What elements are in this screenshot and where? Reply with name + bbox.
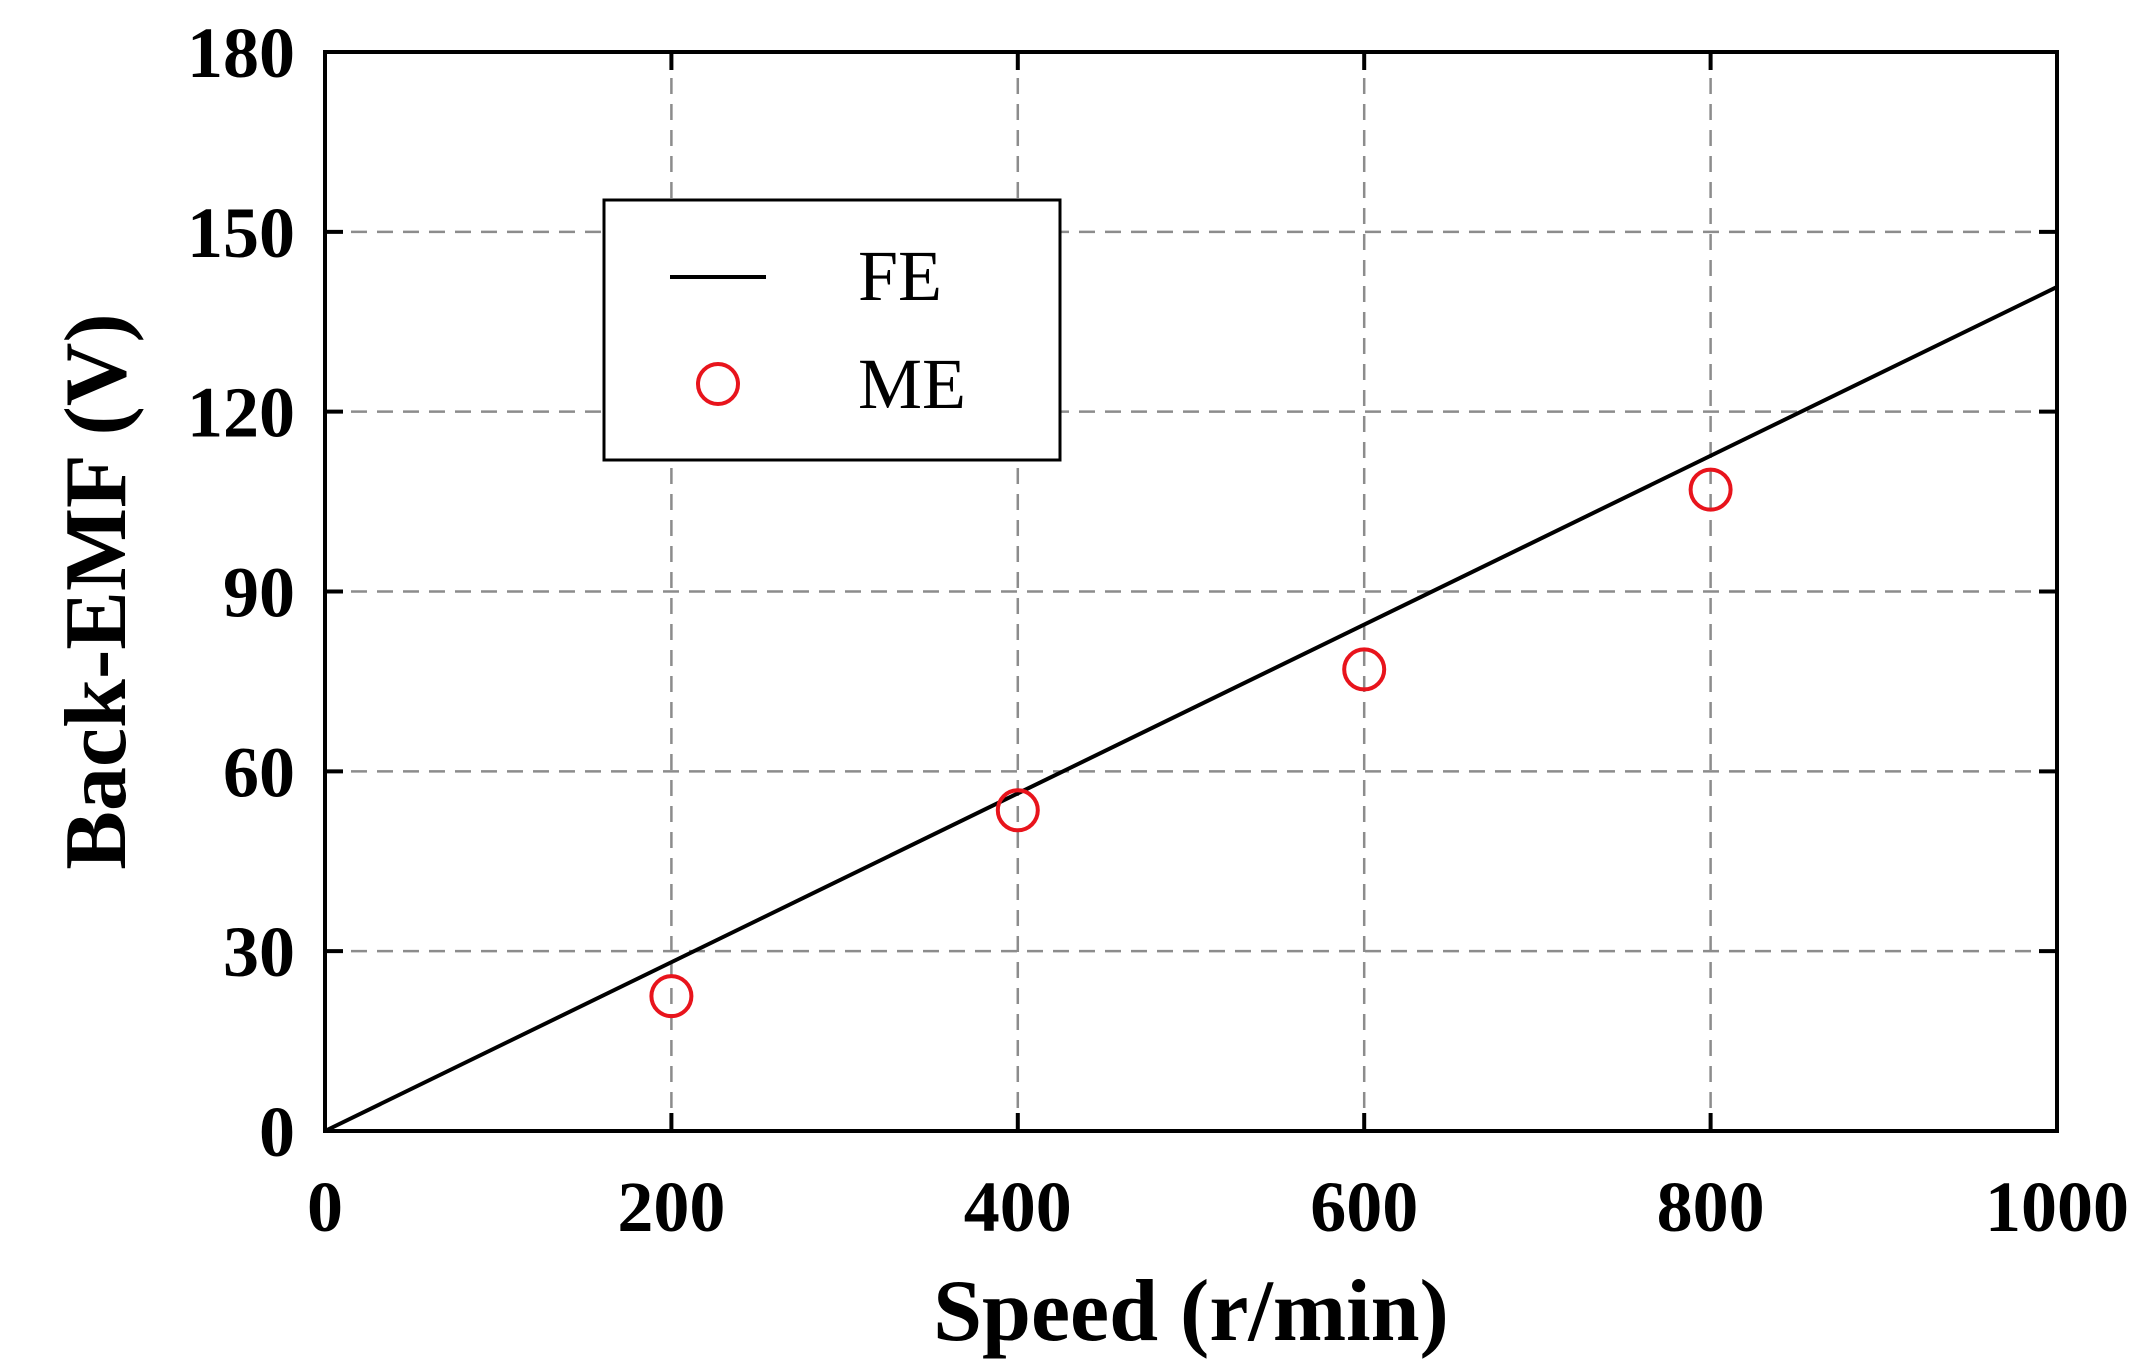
- fe-series-line: [324, 285, 2058, 1133]
- x-axis-tick-labels: 0 200 400 600 800 1000: [307, 1167, 2129, 1247]
- legend-fe-label: FE: [858, 236, 942, 316]
- x-tick-label-3: 600: [1310, 1167, 1418, 1247]
- me-data-point-3: [1688, 467, 1733, 512]
- legend-me-label: ME: [858, 344, 966, 424]
- x-axis-title: Speed (r/min): [933, 1263, 1449, 1360]
- y-tick-label-4: 120: [187, 373, 295, 453]
- y-tick-label-0: 0: [259, 1092, 295, 1172]
- y-axis-title: Back-EMF (V): [48, 313, 145, 869]
- y-tick-label-6: 180: [187, 13, 295, 93]
- y-tick-label-2: 60: [223, 732, 295, 812]
- x-tick-label-1: 200: [617, 1167, 725, 1247]
- y-tick-label-1: 30: [223, 912, 295, 992]
- plot-series: [324, 285, 2058, 1133]
- axis-ticks: [323, 50, 2059, 1133]
- legend-box: [602, 198, 1062, 462]
- x-tick-label-4: 800: [1657, 1167, 1765, 1247]
- me-data-point-2: [1342, 647, 1387, 692]
- y-tick-label-3: 90: [223, 553, 295, 633]
- me-data-point-1: [995, 788, 1040, 833]
- me-data-point-0: [649, 974, 694, 1019]
- x-tick-label-2: 400: [964, 1167, 1072, 1247]
- x-tick-label-5: 1000: [1985, 1167, 2129, 1247]
- y-tick-label-5: 150: [187, 193, 295, 273]
- legend-me-marker-swatch: [696, 362, 740, 406]
- y-axis-tick-labels: 0 30 60 90 120 150 180: [187, 13, 295, 1172]
- x-tick-label-0: 0: [307, 1167, 343, 1247]
- legend: FE ME: [602, 198, 1062, 462]
- grid-lines: [325, 52, 2057, 1131]
